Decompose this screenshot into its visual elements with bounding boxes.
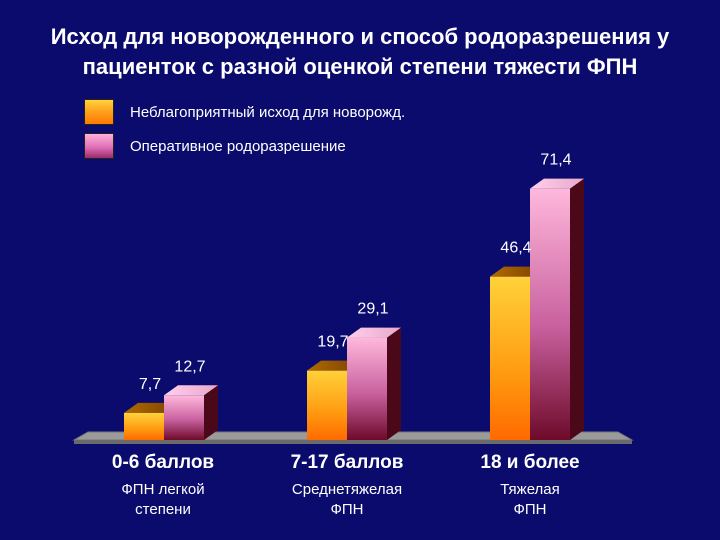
legend-swatch-pink: [84, 133, 114, 159]
data-label-1-1: 29,1: [357, 301, 388, 318]
bar-side-2-1: [570, 178, 584, 440]
category-sublabel-2-line-2: ФПН: [513, 501, 547, 518]
title-line-1: Исход для новорожденного и способ родора…: [50, 24, 670, 49]
data-label-1-0: 19,7: [317, 334, 348, 351]
category-sublabel-2-line-1: Тяжелая: [500, 481, 560, 498]
category-sublabel-1-line-2: ФПН: [330, 501, 364, 518]
bar-2-1: [530, 178, 584, 440]
legend: Неблагоприятный исход для новорожд. Опер…: [84, 99, 406, 168]
bar-front-1-1: [347, 337, 387, 440]
data-label-2-1: 71,4: [540, 152, 571, 169]
bar-side-1-1: [387, 327, 401, 440]
category-label-1: 7-17 баллов: [290, 452, 404, 473]
category-label-0: 0-6 баллов: [111, 452, 215, 473]
category-sublabel-0: ФПН легкой степени: [78, 480, 248, 520]
category-sublabel-0-line-2: степени: [135, 501, 191, 518]
bar-1-1: [347, 327, 401, 440]
legend-item-operative-delivery: Оперативное родоразрешение: [84, 133, 405, 159]
title-line-2: пациенток с разной оценкой степени тяжес…: [82, 54, 638, 79]
data-label-0-0: 7,7: [139, 376, 161, 393]
legend-item-adverse-outcome: Неблагоприятный исход для новорожд.: [84, 99, 406, 125]
legend-label-operative-delivery: Оперативное родоразрешение: [130, 137, 346, 155]
bar-front-2-1: [530, 188, 570, 440]
legend-swatch-orange: [84, 99, 114, 125]
category-sublabel-1: Среднетяжелая ФПН: [262, 480, 432, 520]
data-label-2-0: 46,4: [500, 240, 531, 257]
chart-title: Исход для новорожденного и способ родора…: [0, 22, 720, 82]
bar-top-0-1: [164, 385, 218, 396]
bar-0-1: [164, 385, 218, 440]
category-sublabel-0-line-1: ФПН легкой: [121, 481, 205, 498]
bar-front-1-0: [307, 370, 347, 440]
legend-label-adverse-outcome: Неблагоприятный исход для новорожд.: [130, 103, 406, 121]
data-label-0-1: 12,7: [174, 358, 205, 375]
category-label-2: 18 и более: [480, 452, 580, 473]
bar-top-2-1: [530, 178, 584, 189]
category-sublabel-1-line-1: Среднетяжелая: [291, 481, 403, 498]
bar-top-1-1: [347, 327, 401, 338]
category-sublabel-2: Тяжелая ФПН: [445, 480, 615, 520]
chart-floor-front: [74, 440, 632, 444]
bar-front-0-1: [164, 395, 204, 440]
bar-front-0-0: [124, 412, 164, 440]
bar-front-2-0: [490, 276, 530, 440]
bar-side-0-1: [204, 385, 218, 440]
